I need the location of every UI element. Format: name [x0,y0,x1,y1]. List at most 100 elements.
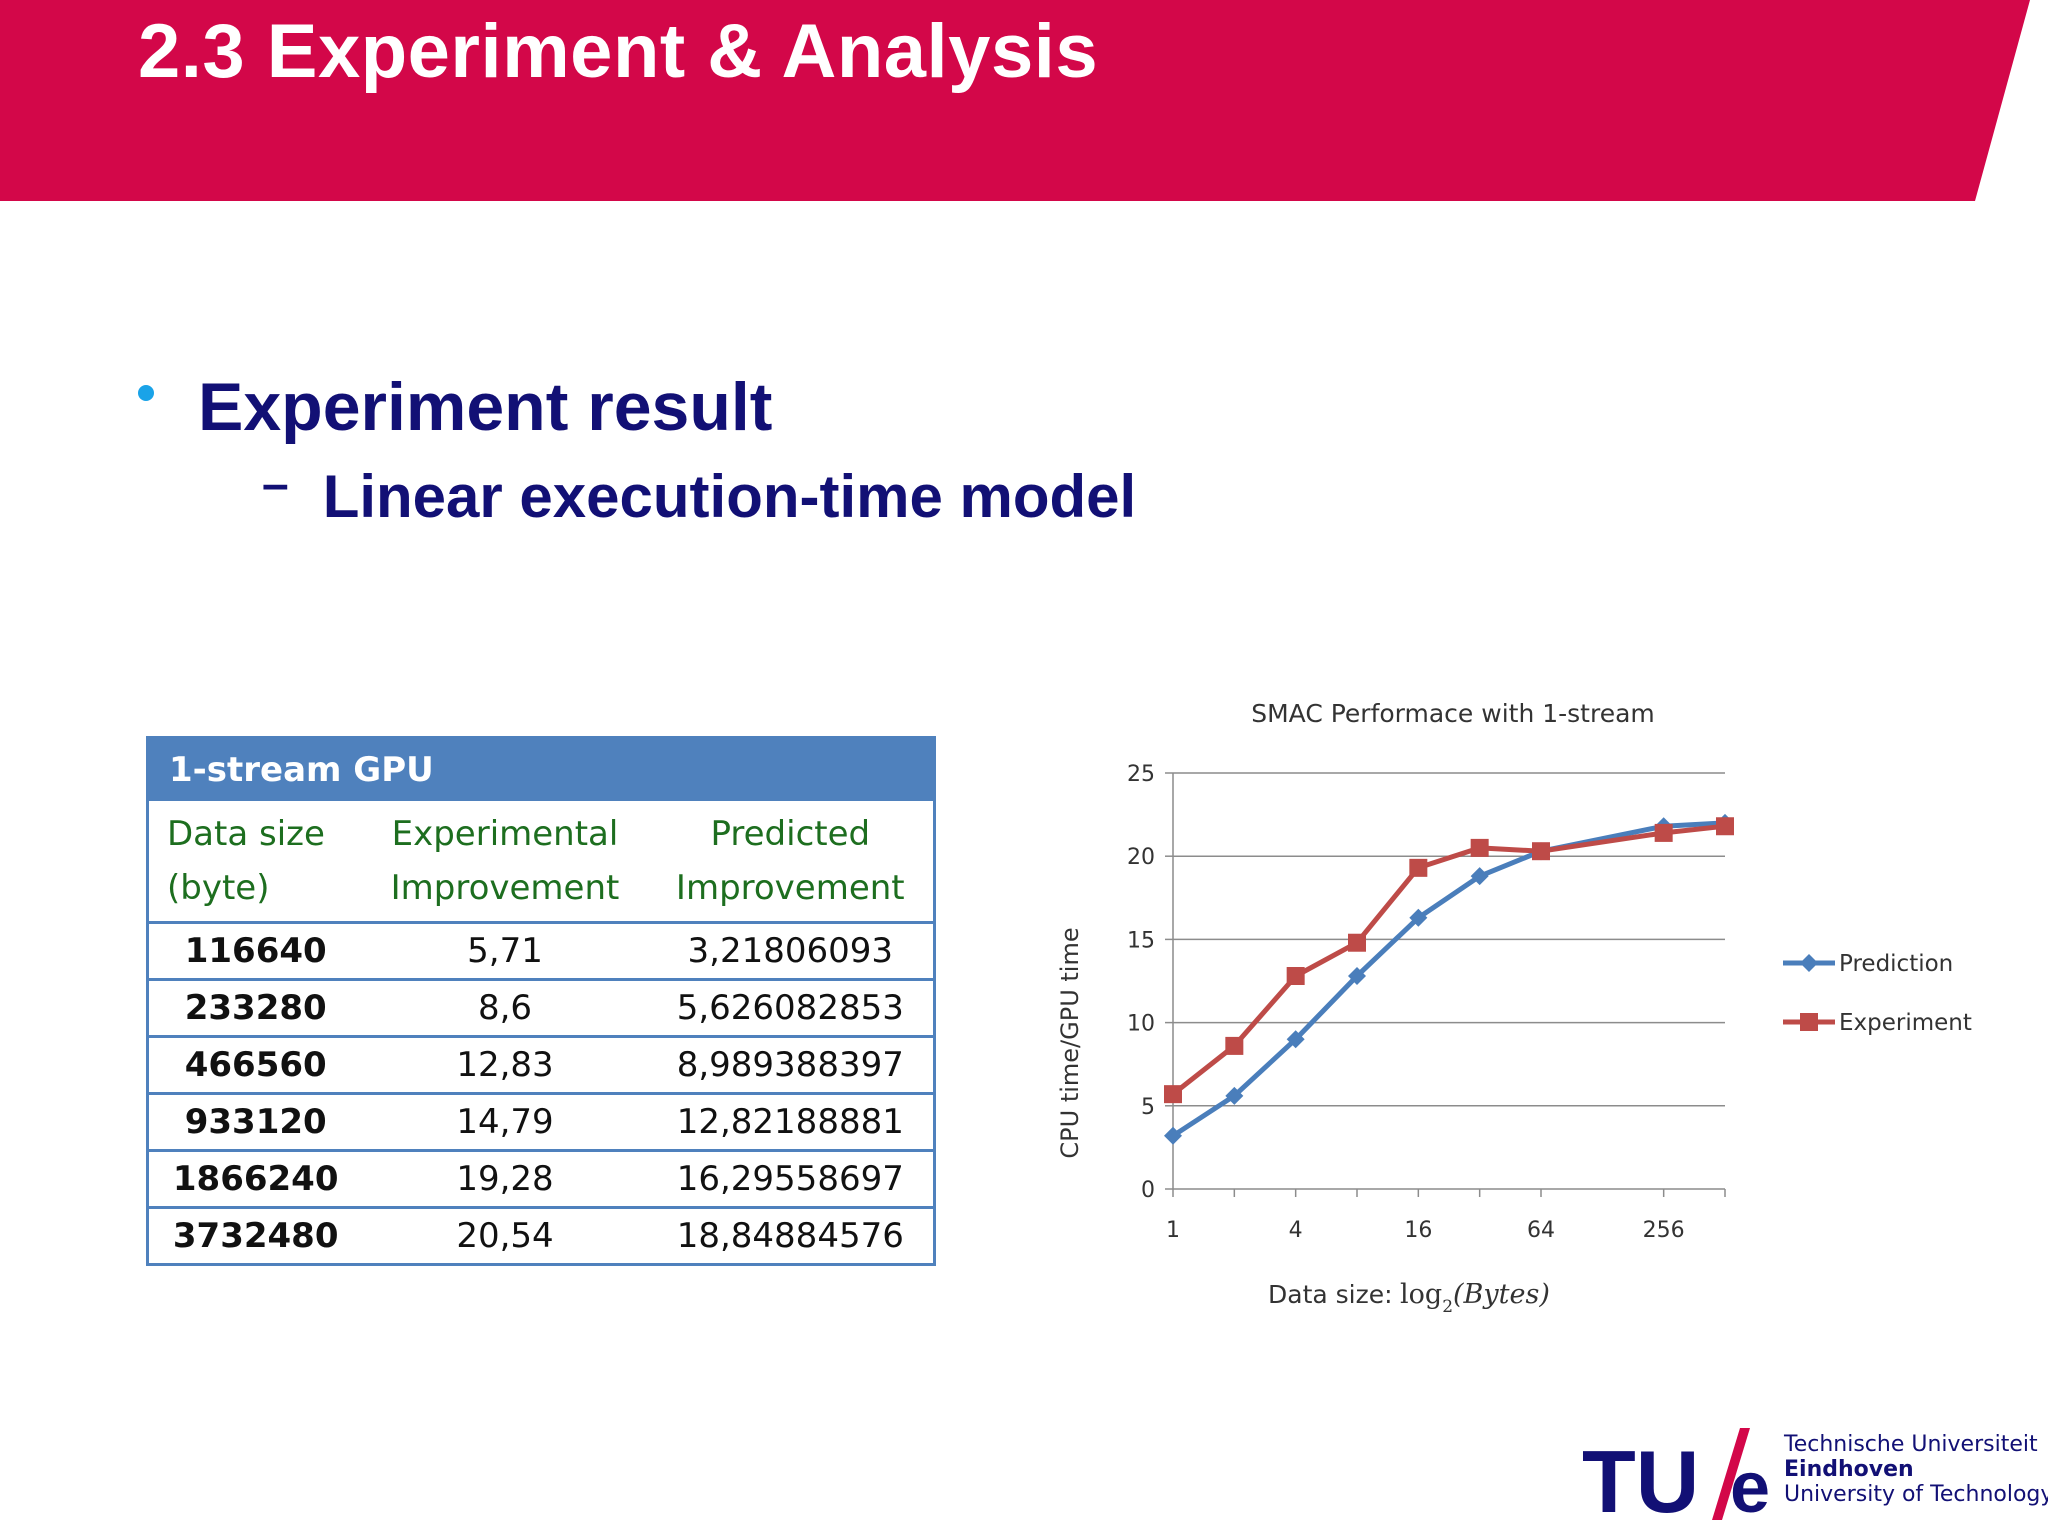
table-header-row: Data size (byte) Experimental Improvemen… [147,801,935,924]
sub-bullet-dash: – [262,458,289,511]
cell-experimental: 12,83 [362,1036,648,1095]
bullet-text: Experiment result [198,369,773,445]
logo-wordmark: Technische Universiteit Eindhoven Univer… [1784,1432,2048,1507]
cell-predicted: 18,84884576 [676,1216,904,1256]
data-point-prediction [1470,867,1489,886]
chart-series [1164,813,1734,1145]
slide-title: 2.3 Experiment & Analysis [138,9,1099,94]
data-point-experiment [1532,842,1550,861]
x-axis-label-prefix: Data size: [1268,1280,1393,1309]
chart-y-tick-label: 0 [1141,1178,1155,1203]
data-point-experiment [1164,1085,1182,1104]
logo-tu-text: TU [1582,1432,1699,1530]
data-point-experiment [1716,817,1734,836]
cell-data-size: 116640 [147,922,363,981]
legend-marker-prediction [1800,954,1818,972]
series-line-prediction [1171,820,1726,1138]
chart-y-tick-label: 25 [1127,762,1155,787]
data-point-prediction [1225,1086,1244,1105]
cell-data-size: 233280 [147,979,363,1038]
chart-axes [1165,772,1726,1197]
x-axis-label-arg: (Bytes) [1453,1279,1550,1310]
col-header-line: Data size [167,814,325,854]
chart-title: SMAC Performace with 1-stream [1251,699,1655,728]
chart-x-tick-label: 1 [1166,1218,1180,1243]
cell-predicted: 8,989388397 [647,1036,935,1095]
cell-predicted: 5,626082853 [647,979,935,1038]
chart-x-ticks: 1 4 16 64 256 [1166,1218,1685,1243]
data-point-prediction [1409,908,1428,927]
cell-data-size: 933120 [147,1093,363,1152]
series-line-experiment [1171,823,1726,1097]
performance-chart: SMAC Performace with 1-stream 0 5 10 15 20 25… [1040,680,2000,1340]
data-point-experiment [1470,838,1489,857]
chart-y-ticks: 0 5 10 15 20 25 [1127,762,1155,1203]
tue-logo: TU e Technische Universiteit Eindhoven U… [1580,1420,2048,1530]
cell-predicted: 12,82188881 [647,1093,935,1152]
chart-x-axis-label: Data size: log2(Bytes) [1268,1279,1550,1317]
table-row: 933120 14,79 12,82188881 [147,1093,935,1152]
cell-experimental: 20,54 [456,1216,554,1256]
cell-experimental: 14,79 [362,1093,648,1152]
x-axis-label-subscript: 2 [1442,1297,1453,1317]
table-caption: 1-stream GPU [147,737,935,801]
sub-bullet-text: Linear execution-time model [322,463,1137,530]
chart-y-tick-label: 10 [1127,1012,1155,1037]
chart-gridlines [1173,772,1725,1107]
data-point-experiment [1225,1036,1244,1055]
chart-x-tick-label: 16 [1404,1218,1432,1243]
data-point-experiment [1348,933,1366,952]
data-point-experiment [1654,823,1673,842]
header-band-shape [0,0,2030,201]
data-point-experiment [1286,967,1305,986]
logo-e-text: e [1730,1448,1770,1528]
results-table: 1-stream GPU Data size (byte) Experiment… [146,736,936,1266]
logo-line-1: Technische Universiteit [1784,1432,2038,1457]
data-point-prediction [1348,967,1366,986]
cell-experimental: 19,28 [362,1150,648,1209]
cell-data-size: 1866240 [147,1150,363,1209]
chart-y-axis-label: CPU time/GPU time [1056,927,1084,1158]
cell-experimental: 5,71 [362,922,648,981]
logo-slash-icon [1712,1428,1750,1520]
col-header-experimental: Experimental Improvement [362,801,648,924]
chart-x-tick-label: 4 [1289,1218,1303,1243]
tue-logo-mark: TU e [1582,1428,1770,1530]
bullet-dot-icon [138,385,154,401]
x-axis-label-log: log [1400,1279,1442,1310]
col-header-line: Experimental [391,814,619,854]
col-header-predicted: Predicted Improvement [647,801,935,924]
x-axis-label-math: log2(Bytes) [1400,1279,1550,1317]
col-header-line: Improvement [675,868,905,908]
data-point-prediction [1164,1126,1182,1145]
cell-predicted: 16,29558697 [647,1150,935,1209]
table-row: 466560 12,83 8,989388397 [147,1036,935,1095]
col-header-line: Predicted [710,814,871,854]
cell-data-size: 3732480 [172,1216,339,1256]
bullet-experiment-result: Experiment result [138,368,772,446]
table-row: 233280 8,6 5,626082853 [147,979,935,1038]
chart-svg: SMAC Performace with 1-stream 0 5 10 15 20 25… [1056,699,1972,1317]
cell-data-size: 466560 [147,1036,363,1095]
chart-legend: Prediction Experiment [1783,951,1972,1036]
cell-predicted: 3,21806093 [647,922,935,981]
logo-line-2: Eindhoven [1784,1457,1914,1482]
col-header-line: Improvement [390,868,620,908]
col-header-line: (byte) [167,868,270,908]
col-header-data-size: Data size (byte) [147,801,363,924]
chart-y-tick-label: 20 [1127,845,1155,870]
table-row: 1866240 19,28 16,29558697 [147,1150,935,1209]
header-band [0,0,2048,201]
legend-label-experiment: Experiment [1839,1010,1972,1036]
legend-label-prediction: Prediction [1839,951,1953,977]
chart-y-tick-label: 5 [1141,1095,1155,1120]
legend-marker-experiment [1800,1013,1818,1031]
cell-experimental: 8,6 [362,979,648,1038]
table-row: 116640 5,71 3,21806093 [147,922,935,981]
chart-y-tick-label: 15 [1127,928,1155,953]
chart-x-tick-label: 64 [1527,1218,1555,1243]
data-point-experiment [1409,858,1428,877]
table-row: 3732480 20,54 18,84884576 [148,1208,935,1265]
logo-line-3: University of Technology [1784,1482,2048,1507]
chart-x-tick-label: 256 [1643,1218,1685,1243]
